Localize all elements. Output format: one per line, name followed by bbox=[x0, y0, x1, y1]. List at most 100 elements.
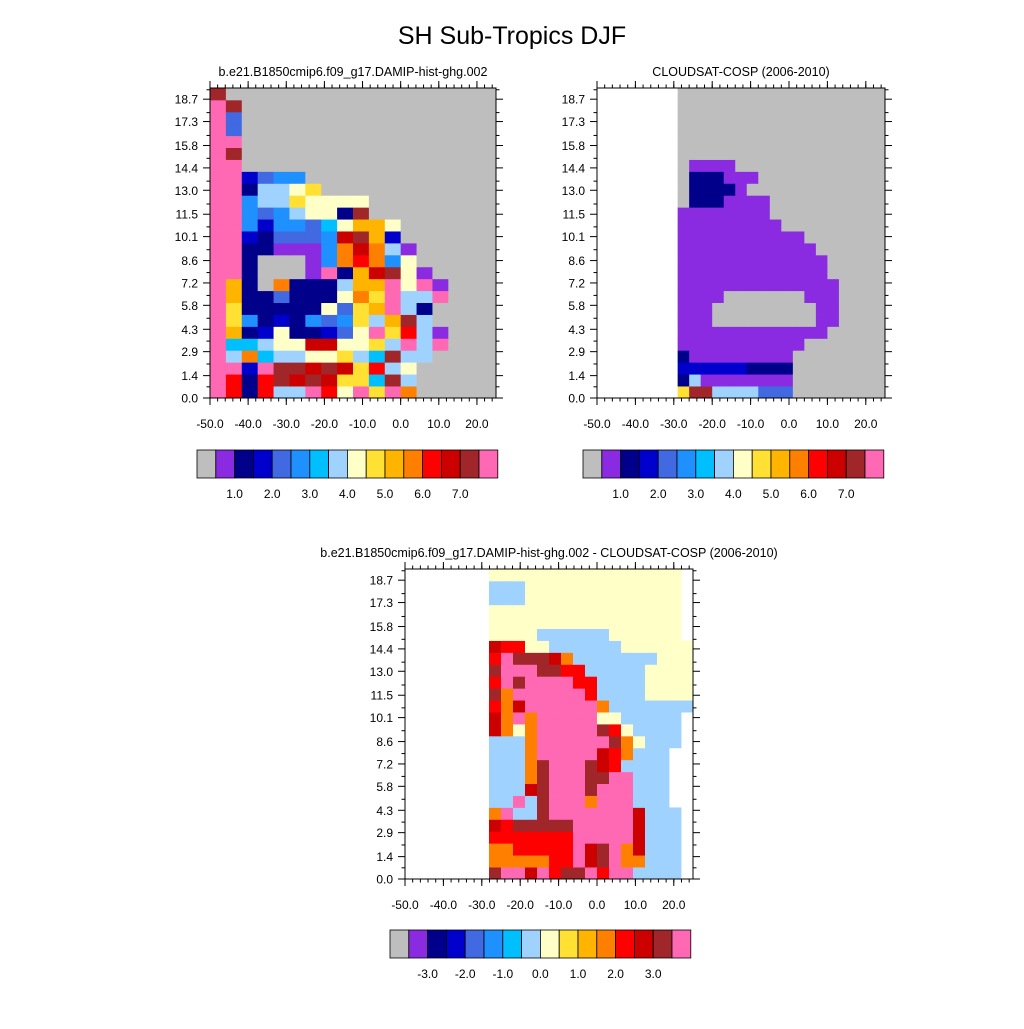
heatmap-cell bbox=[645, 604, 658, 618]
heatmap-cell bbox=[677, 135, 690, 149]
heatmap-cell bbox=[321, 88, 338, 101]
heatmap-cell bbox=[645, 807, 658, 820]
heatmap-cell bbox=[669, 688, 682, 701]
heatmap-cell bbox=[827, 302, 840, 315]
heatmap-cell bbox=[537, 747, 550, 761]
heatmap-cell bbox=[225, 183, 243, 196]
heatmap-cell bbox=[735, 386, 748, 399]
heatmap-cell bbox=[838, 338, 851, 351]
heatmap-cell bbox=[781, 338, 794, 351]
heatmap-cell bbox=[241, 231, 259, 244]
heatmap-cell bbox=[573, 735, 586, 749]
heatmap-cell bbox=[669, 855, 682, 868]
heatmap-cell bbox=[321, 350, 338, 363]
heatmap-cell bbox=[525, 580, 538, 594]
heatmap-cell bbox=[827, 254, 840, 268]
heatmap-cell bbox=[273, 314, 290, 327]
colorbar-swatch bbox=[845, 449, 866, 479]
heatmap-cell bbox=[368, 195, 386, 208]
heatmap-cell bbox=[513, 735, 526, 749]
heatmap-cell bbox=[353, 135, 370, 149]
heatmap-cell bbox=[645, 855, 658, 868]
heatmap-cell bbox=[597, 807, 610, 820]
heatmap-cell bbox=[416, 386, 433, 399]
x-tick-label: -50.0 bbox=[196, 417, 224, 431]
heatmap-cell bbox=[448, 171, 465, 184]
heatmap-cell bbox=[289, 290, 306, 304]
heatmap-cell bbox=[645, 831, 658, 844]
heatmap-cell bbox=[464, 350, 481, 363]
heatmap-cell bbox=[257, 350, 274, 363]
heatmap-cell bbox=[384, 135, 402, 149]
heatmap-cell bbox=[689, 219, 702, 232]
heatmap-cell bbox=[225, 338, 243, 351]
heatmap-cell bbox=[657, 831, 670, 844]
heatmap-cell bbox=[432, 207, 449, 220]
heatmap-cell bbox=[537, 569, 550, 582]
heatmap-cell bbox=[384, 266, 402, 280]
heatmap-cell bbox=[448, 219, 465, 232]
heatmap-cell bbox=[305, 135, 322, 149]
heatmap-cell bbox=[384, 302, 402, 315]
heatmap-cell bbox=[585, 664, 598, 677]
x-tick-label: -50.0 bbox=[583, 417, 611, 431]
heatmap-cell bbox=[815, 243, 828, 256]
heatmap-cell bbox=[689, 183, 702, 196]
heatmap-cell bbox=[723, 135, 736, 149]
heatmap-cell bbox=[368, 314, 386, 327]
heatmap-cell bbox=[464, 374, 481, 387]
heatmap-cell bbox=[513, 712, 526, 725]
heatmap-cell bbox=[489, 807, 502, 820]
heatmap-cell bbox=[769, 147, 782, 160]
heatmap-cell bbox=[480, 147, 497, 160]
heatmap-cell bbox=[368, 88, 386, 101]
heatmap-cell bbox=[597, 569, 610, 582]
heatmap-cell bbox=[513, 569, 526, 582]
heatmap-cell bbox=[585, 747, 598, 761]
heatmap-cell bbox=[827, 350, 840, 363]
heatmap-cell bbox=[561, 569, 574, 582]
heatmap-cell bbox=[448, 207, 465, 220]
heatmap-cell bbox=[448, 266, 465, 280]
heatmap-cell bbox=[669, 700, 682, 713]
heatmap-cell bbox=[689, 302, 702, 315]
heatmap-cell bbox=[827, 338, 840, 351]
heatmap-cell bbox=[353, 278, 370, 292]
x-tick-label: -20.0 bbox=[311, 417, 339, 431]
heatmap-cell bbox=[873, 314, 886, 327]
heatmap-cell bbox=[501, 688, 514, 701]
heatmap-cell bbox=[432, 314, 449, 327]
heatmap-cell bbox=[746, 135, 759, 149]
heatmap-cell bbox=[645, 592, 658, 606]
heatmap-cell bbox=[723, 219, 736, 232]
colorbar-label: 7.0 bbox=[838, 487, 855, 501]
heatmap-cell bbox=[513, 676, 526, 689]
heatmap-cell bbox=[657, 843, 670, 856]
heatmap-cell bbox=[489, 819, 502, 832]
heatmap-cell bbox=[735, 231, 748, 244]
heatmap-cell bbox=[305, 302, 322, 315]
heatmap-cell bbox=[273, 290, 290, 304]
heatmap-cell bbox=[432, 111, 449, 125]
heatmap-cell bbox=[501, 855, 514, 868]
colorbar-label: 1.0 bbox=[612, 487, 629, 501]
heatmap-cell bbox=[769, 88, 782, 101]
heatmap-cell bbox=[525, 569, 538, 582]
heatmap-cell bbox=[585, 867, 598, 880]
heatmap-cell bbox=[257, 147, 274, 160]
heatmap-cell bbox=[561, 724, 574, 737]
heatmap-cell bbox=[289, 374, 306, 387]
heatmap-cell bbox=[735, 99, 748, 113]
x-tick-label: -20.0 bbox=[507, 898, 535, 912]
heatmap-cell bbox=[850, 88, 863, 101]
heatmap-cell bbox=[621, 819, 634, 832]
x-tick-label: 0.0 bbox=[781, 417, 798, 431]
heatmap-cell bbox=[489, 712, 502, 725]
heatmap-cell bbox=[257, 195, 274, 208]
heatmap-cell bbox=[758, 135, 771, 149]
heatmap-cell bbox=[305, 183, 322, 196]
heatmap-cell bbox=[597, 795, 610, 808]
heatmap-cell bbox=[746, 159, 759, 172]
heatmap-cell bbox=[792, 278, 805, 292]
heatmap-cell bbox=[677, 171, 690, 184]
